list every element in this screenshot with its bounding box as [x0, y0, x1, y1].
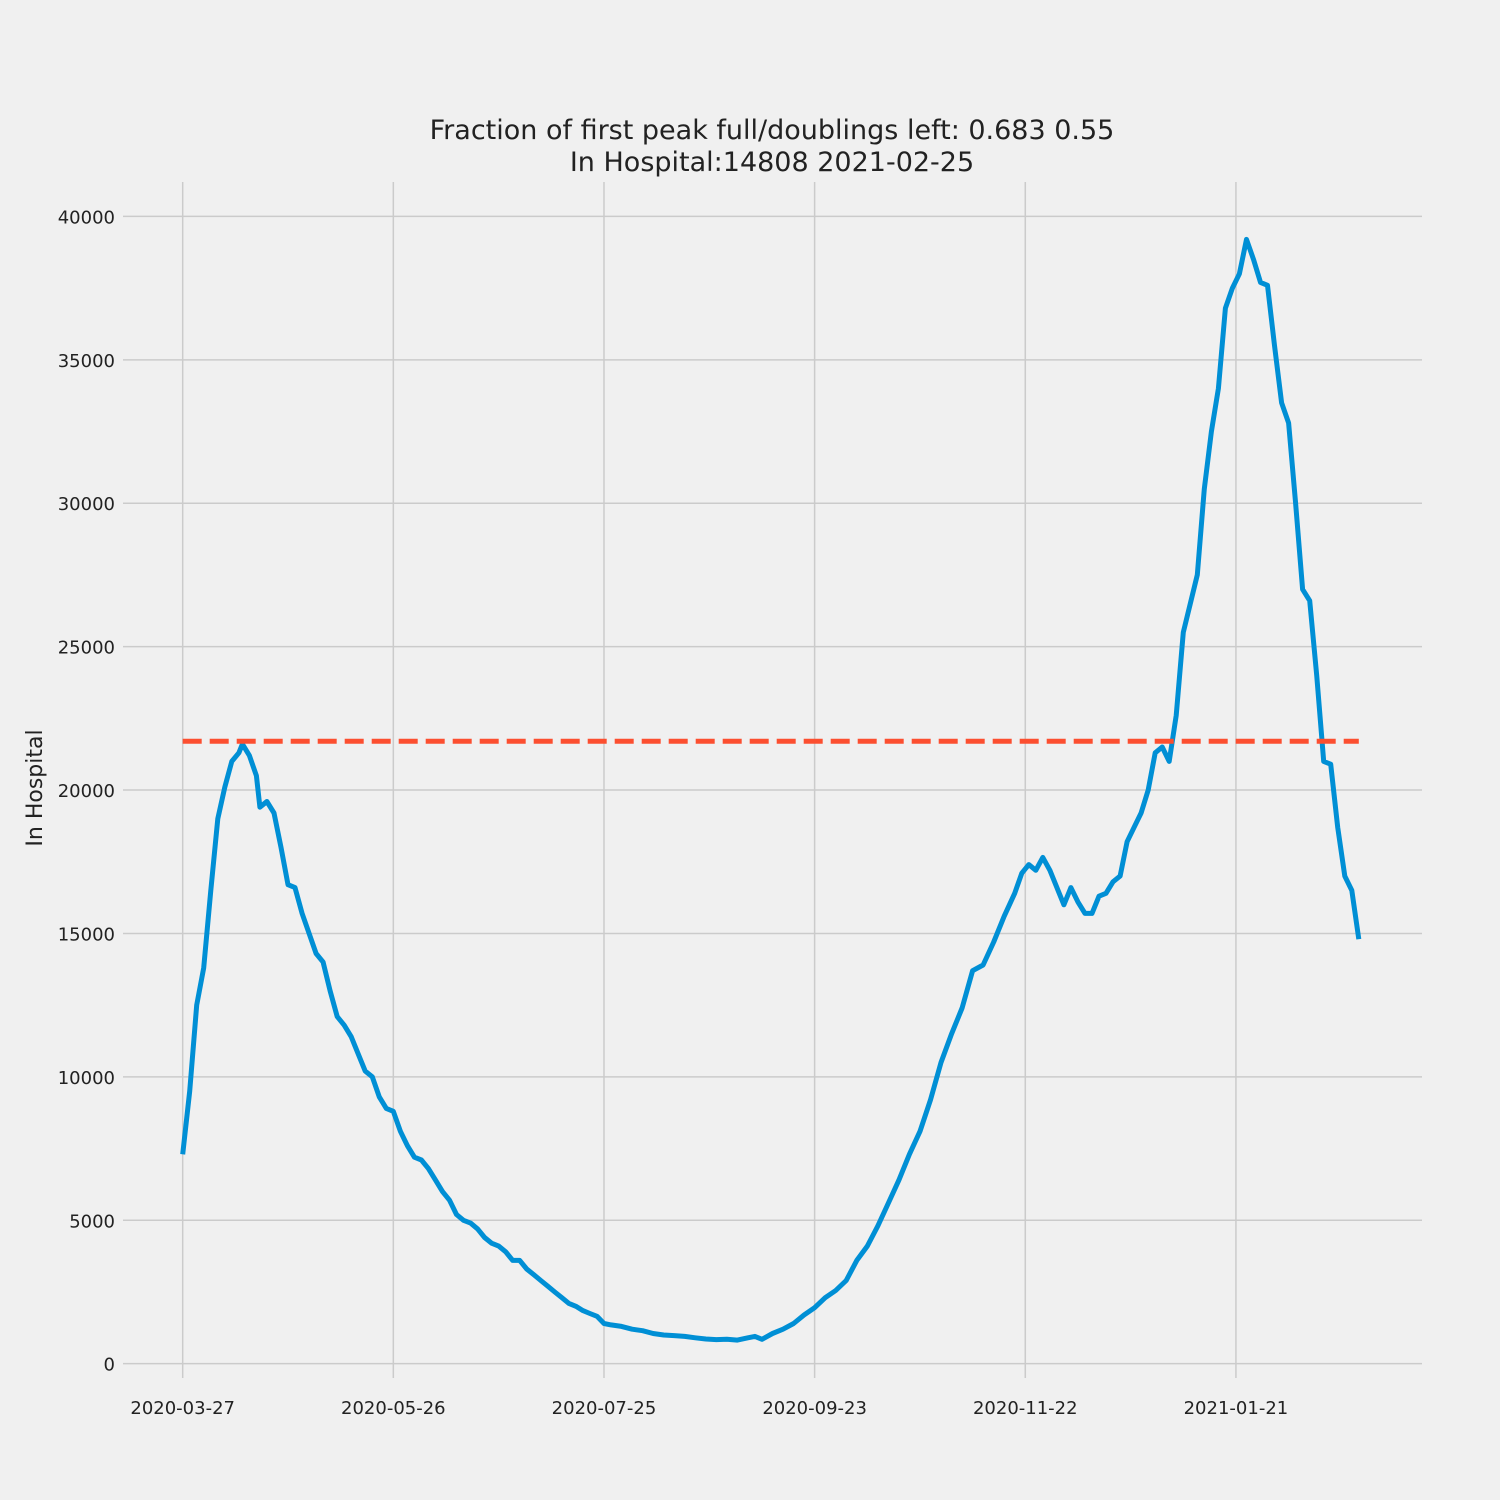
y-tick-label: 30000 [58, 494, 115, 515]
hospital-series-line [180, 236, 1362, 1343]
x-tick-label: 2020-05-26 [341, 1398, 446, 1419]
y-tick-label: 10000 [58, 1068, 115, 1089]
y-tick-label: 40000 [58, 207, 115, 228]
chart-title-line-2: In Hospital:14808 2021-02-25 [570, 147, 974, 178]
x-tick-label: 2020-03-27 [130, 1398, 235, 1419]
x-tick-label: 2020-11-22 [973, 1398, 1078, 1419]
y-tick-label: 25000 [58, 638, 115, 659]
x-tick-label: 2020-09-23 [762, 1398, 867, 1419]
y-tick-label: 35000 [58, 351, 115, 372]
y-tick-label: 20000 [58, 781, 115, 802]
chart-title-line-1: Fraction of first peak full/doublings le… [430, 115, 1115, 146]
x-tick-label: 2020-07-25 [552, 1398, 657, 1419]
tick-label-layer: 0 5000 10000 15000 20000 25000 30000 35000 40000… [58, 207, 1288, 1419]
grid-layer [123, 182, 1422, 1378]
x-tick-label: 2021-01-21 [1184, 1398, 1289, 1419]
y-tick-label: 15000 [58, 924, 115, 945]
y-tick-label: 0 [104, 1355, 115, 1376]
y-tick-label: 5000 [69, 1211, 115, 1232]
y-axis-label: In Hospital [23, 729, 48, 846]
series-layer [180, 236, 1362, 1343]
